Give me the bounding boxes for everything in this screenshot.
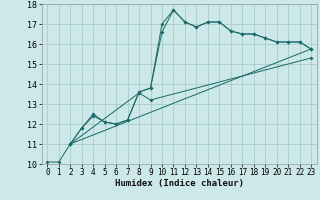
X-axis label: Humidex (Indice chaleur): Humidex (Indice chaleur) bbox=[115, 179, 244, 188]
